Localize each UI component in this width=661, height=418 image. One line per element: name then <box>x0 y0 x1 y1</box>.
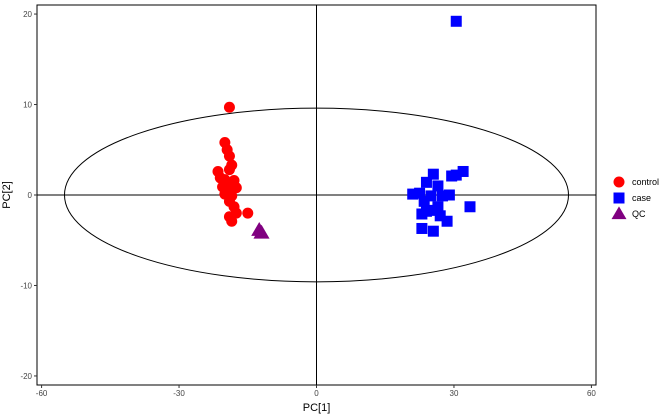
control-point <box>226 215 238 227</box>
legend-label-case: case <box>632 193 651 203</box>
x-tick-label: 0 <box>314 389 319 398</box>
y-tick-label: 20 <box>23 10 32 19</box>
control-point <box>230 182 242 194</box>
confidence-ellipse <box>63 107 570 283</box>
case-point <box>407 188 419 200</box>
x-tick-label: -30 <box>173 389 185 398</box>
axes: -60 -30 0 30 60 -20 -10 0 10 20 <box>20 10 596 398</box>
case-point <box>416 222 428 234</box>
case-point <box>418 195 430 207</box>
series-case <box>407 15 476 237</box>
case-point <box>425 190 437 202</box>
control-point <box>223 101 235 113</box>
case-point <box>450 15 462 27</box>
y-tick-label: -20 <box>20 372 32 381</box>
case-point <box>450 169 462 181</box>
case-point <box>457 165 469 177</box>
y-tick-label: -10 <box>20 281 32 290</box>
case-point <box>443 189 455 201</box>
case-point <box>434 210 446 222</box>
x-axis-title: PC[1] <box>303 402 331 414</box>
legend: control case QC <box>611 176 659 220</box>
y-tick-label: 0 <box>28 191 33 200</box>
qc-point <box>253 224 270 239</box>
legend-label-qc: QC <box>632 209 646 219</box>
control-point <box>223 164 235 176</box>
legend-key-qc <box>611 206 627 220</box>
case-point <box>441 215 453 227</box>
case-point <box>427 168 439 180</box>
x-tick-label: -60 <box>36 389 48 398</box>
case-point <box>427 225 439 237</box>
data-points <box>212 15 476 239</box>
series-qc <box>251 222 270 239</box>
case-point <box>464 201 476 213</box>
hotelling-ellipse <box>63 107 570 283</box>
legend-key-control <box>613 176 625 188</box>
legend-key-case <box>613 192 625 204</box>
zero-lines <box>37 5 596 385</box>
case-point <box>432 180 444 192</box>
case-point <box>432 201 444 213</box>
x-tick-label: 60 <box>587 389 596 398</box>
case-point <box>437 190 449 202</box>
case-point <box>416 208 428 220</box>
y-tick-label: 10 <box>23 101 32 110</box>
x-tick-label: 30 <box>450 389 459 398</box>
control-point <box>242 207 254 219</box>
case-point <box>414 187 426 199</box>
case-point <box>420 176 432 188</box>
y-axis-title: PC[2] <box>1 181 13 209</box>
series-control <box>212 101 254 227</box>
legend-label-control: control <box>632 177 659 187</box>
control-point <box>223 150 235 162</box>
